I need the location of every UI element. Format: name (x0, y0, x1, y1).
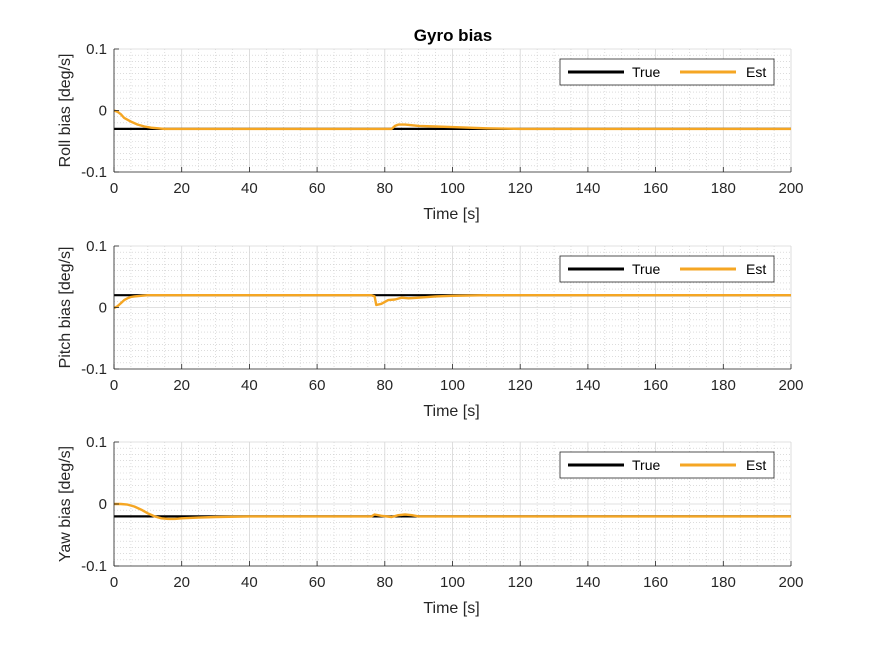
x-tick-label: 20 (173, 574, 190, 591)
x-tick-label: 160 (643, 180, 668, 197)
legend-label-true: True (632, 64, 660, 80)
x-tick-label: 40 (241, 377, 258, 394)
legend-label-est: Est (746, 64, 766, 80)
x-tick-label: 80 (376, 377, 393, 394)
x-tick-label: 180 (711, 574, 736, 591)
x-tick-label: 120 (508, 377, 533, 394)
subplot-2: 0 20 40 60 80 100 120 140 160 180 200-0.100.1Time … (57, 238, 804, 420)
y-axis-label: Pitch bias [deg/s] (57, 247, 74, 369)
x-tick-label: 200 (778, 574, 803, 591)
x-tick-label: 20 (173, 377, 190, 394)
x-tick-label: 160 (643, 574, 668, 591)
legend: True Est (559, 58, 775, 86)
x-tick-label: 80 (376, 180, 393, 197)
x-tick-label: 120 (508, 574, 533, 591)
figure-title: Gyro bias (414, 26, 492, 45)
series-line-est (114, 502, 791, 521)
x-axis-label: Time [s] (423, 206, 479, 223)
subplot-1: 0 20 40 60 80 100 120 140 160 180 200-0.100.1Time … (57, 41, 804, 223)
y-axis-label: Yaw bias [deg/s] (57, 446, 74, 562)
legend: True Est (559, 255, 775, 283)
y-tick-label: 0.1 (86, 434, 107, 451)
x-tick-label: 100 (440, 574, 465, 591)
x-tick-label: 140 (575, 574, 600, 591)
legend-label-true: True (632, 457, 660, 473)
x-tick-label: 0 (110, 574, 118, 591)
x-tick-label: 140 (575, 180, 600, 197)
x-tick-label: 20 (173, 180, 190, 197)
x-tick-label: 80 (376, 574, 393, 591)
x-tick-label: 60 (309, 574, 326, 591)
y-tick-label: 0 (99, 103, 107, 120)
legend-label-true: True (632, 261, 660, 277)
legend: True Est (559, 451, 775, 479)
x-tick-label: 140 (575, 377, 600, 394)
x-tick-label: 200 (778, 377, 803, 394)
y-tick-label: 0.1 (86, 238, 107, 255)
y-tick-label: -0.1 (81, 164, 107, 181)
x-tick-label: 180 (711, 377, 736, 394)
y-tick-label: -0.1 (81, 558, 107, 575)
y-tick-label: 0.1 (86, 41, 107, 58)
x-tick-label: 160 (643, 377, 668, 394)
subplot-3: 0 20 40 60 80 100 120 140 160 180 200-0.100.1Time … (57, 434, 804, 617)
legend-label-est: Est (746, 261, 766, 277)
legend-label-est: Est (746, 457, 766, 473)
x-tick-label: 120 (508, 180, 533, 197)
y-tick-label: 0 (99, 496, 107, 513)
series-line-est (113, 294, 791, 310)
x-tick-label: 100 (440, 180, 465, 197)
x-tick-label: 200 (778, 180, 803, 197)
x-tick-label: 60 (309, 377, 326, 394)
x-tick-label: 180 (711, 180, 736, 197)
x-tick-label: 40 (241, 574, 258, 591)
y-tick-label: 0 (99, 300, 107, 317)
x-tick-label: 60 (309, 180, 326, 197)
y-tick-label: -0.1 (81, 361, 107, 378)
x-tick-label: 100 (440, 377, 465, 394)
x-tick-label: 0 (110, 180, 118, 197)
y-axis-label: Roll bias [deg/s] (57, 54, 74, 168)
x-axis-label: Time [s] (423, 403, 479, 420)
x-tick-label: 40 (241, 180, 258, 197)
series-line-est (113, 109, 791, 131)
x-axis-label: Time [s] (423, 600, 479, 617)
x-tick-label: 0 (110, 377, 118, 394)
